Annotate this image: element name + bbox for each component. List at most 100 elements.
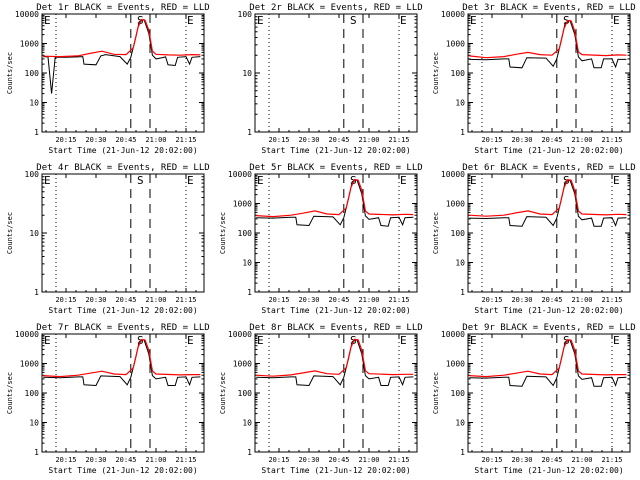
y-tick-label: 100 xyxy=(238,389,253,398)
y-tick-label: 1000 xyxy=(446,40,465,49)
x-tick-label: 21:00 xyxy=(358,296,379,304)
panel-title: Det 2r BLACK = Events, RED = LLD xyxy=(249,3,422,13)
y-tick-label: 10 xyxy=(29,99,39,108)
x-tick-label: 20:45 xyxy=(115,136,136,144)
panel-title: Det 6r BLACK = Events, RED = LLD xyxy=(462,163,635,173)
x-tick-label: 20:30 xyxy=(298,136,319,144)
y-tick-label: 100 xyxy=(451,229,466,238)
marker-e-end: E xyxy=(400,174,407,187)
y-tick-label: 10 xyxy=(455,99,465,108)
y-tick-label: 100 xyxy=(25,389,40,398)
x-axis-label: Start Time (21-Jun-12 20:02:00) xyxy=(474,466,623,475)
lld-series-line xyxy=(256,338,414,377)
x-tick-label: 21:15 xyxy=(175,456,196,464)
marker-e-start: E xyxy=(470,334,477,347)
x-tick-label: 20:15 xyxy=(481,456,502,464)
x-tick-label: 20:30 xyxy=(85,456,106,464)
y-tick-label: 1000 xyxy=(20,40,39,49)
y-tick-label: 1 xyxy=(247,128,252,137)
x-tick-label: 21:15 xyxy=(601,136,622,144)
x-tick-label: 20:45 xyxy=(541,296,562,304)
x-tick-label: 20:15 xyxy=(268,456,289,464)
y-tick-label: 1 xyxy=(460,448,465,457)
marker-s: S xyxy=(563,174,570,187)
y-tick-label: 1000 xyxy=(20,360,39,369)
y-tick-label: 10000 xyxy=(228,170,252,179)
marker-e-start: E xyxy=(257,174,264,187)
panel-title: Det 1r BLACK = Events, RED = LLD xyxy=(36,3,209,13)
detector-panel-7: Det 7r BLACK = Events, RED = LLD Counts/s… xyxy=(6,323,210,475)
x-tick-label: 20:15 xyxy=(481,296,502,304)
x-tick-label: 21:00 xyxy=(145,456,166,464)
marker-e-end: E xyxy=(613,334,620,347)
x-tick-label: 21:15 xyxy=(388,456,409,464)
marker-s: S xyxy=(137,334,144,347)
marker-e-end: E xyxy=(400,334,407,347)
lld-series-line xyxy=(469,339,627,378)
x-tick-label: 21:15 xyxy=(388,296,409,304)
marker-e-end: E xyxy=(613,14,620,27)
marker-e-start: E xyxy=(470,14,477,27)
detector-panel-8: Det 8r BLACK = Events, RED = LLD Counts/s… xyxy=(219,323,423,475)
y-axis-label: Counts/sec xyxy=(6,212,14,254)
panel-title: Det 3r BLACK = Events, RED = LLD xyxy=(462,3,635,13)
marker-e-start: E xyxy=(257,334,264,347)
events-series-line xyxy=(43,339,201,387)
y-tick-label: 10000 xyxy=(441,170,465,179)
marker-s: S xyxy=(563,334,570,347)
plot-frame xyxy=(41,13,205,133)
x-tick-label: 20:30 xyxy=(298,456,319,464)
x-tick-label: 20:30 xyxy=(85,296,106,304)
x-tick-label: 20:45 xyxy=(115,296,136,304)
marker-e-end: E xyxy=(613,174,620,187)
marker-s: S xyxy=(137,14,144,27)
marker-s: S xyxy=(350,14,357,27)
y-axis-label: Counts/sec xyxy=(432,52,440,94)
y-axis-label: Counts/sec xyxy=(6,52,14,94)
lld-series-line xyxy=(43,18,201,58)
x-tick-label: 20:30 xyxy=(511,456,532,464)
marker-e-start: E xyxy=(470,174,477,187)
x-tick-label: 21:00 xyxy=(571,136,592,144)
y-tick-label: 10 xyxy=(242,259,252,268)
marker-e-start: E xyxy=(44,174,51,187)
marker-e-start: E xyxy=(44,14,51,27)
x-axis-label: Start Time (21-Jun-12 20:02:00) xyxy=(261,146,410,155)
y-tick-label: 10000 xyxy=(15,330,39,339)
x-tick-label: 20:15 xyxy=(268,296,289,304)
plot-frame xyxy=(467,173,631,293)
x-tick-label: 21:15 xyxy=(601,456,622,464)
x-axis-label: Start Time (21-Jun-12 20:02:00) xyxy=(261,466,410,475)
panel-title: Det 5r BLACK = Events, RED = LLD xyxy=(249,163,422,173)
y-tick-label: 10000 xyxy=(15,10,39,19)
x-tick-label: 21:00 xyxy=(571,296,592,304)
x-tick-label: 21:15 xyxy=(175,136,196,144)
x-tick-label: 20:45 xyxy=(328,296,349,304)
plot-frame xyxy=(41,173,205,293)
detector-panel-9: Det 9r BLACK = Events, RED = LLD Counts/s… xyxy=(432,323,636,475)
events-series-line xyxy=(469,179,627,227)
y-tick-label: 100 xyxy=(238,10,253,19)
x-tick-label: 20:15 xyxy=(55,296,76,304)
marker-e-end: E xyxy=(187,14,194,27)
x-tick-label: 20:15 xyxy=(55,136,76,144)
marker-s: S xyxy=(563,14,570,27)
y-tick-label: 10 xyxy=(455,259,465,268)
y-tick-label: 1000 xyxy=(233,360,252,369)
events-series-line xyxy=(256,339,414,387)
lld-series-line xyxy=(43,338,201,378)
x-tick-label: 21:00 xyxy=(358,456,379,464)
y-axis-label: Counts/sec xyxy=(432,372,440,414)
panel-title: Det 9r BLACK = Events, RED = LLD xyxy=(462,323,635,333)
y-tick-label: 1 xyxy=(247,448,252,457)
x-axis-label: Start Time (21-Jun-12 20:02:00) xyxy=(48,146,197,155)
marker-e-start: E xyxy=(257,14,264,27)
x-tick-label: 20:15 xyxy=(55,456,76,464)
plot-frame xyxy=(41,333,205,453)
x-tick-label: 21:15 xyxy=(601,296,622,304)
x-tick-label: 21:15 xyxy=(175,296,196,304)
x-tick-label: 20:45 xyxy=(541,456,562,464)
events-series-line xyxy=(256,179,414,227)
x-tick-label: 20:45 xyxy=(115,456,136,464)
